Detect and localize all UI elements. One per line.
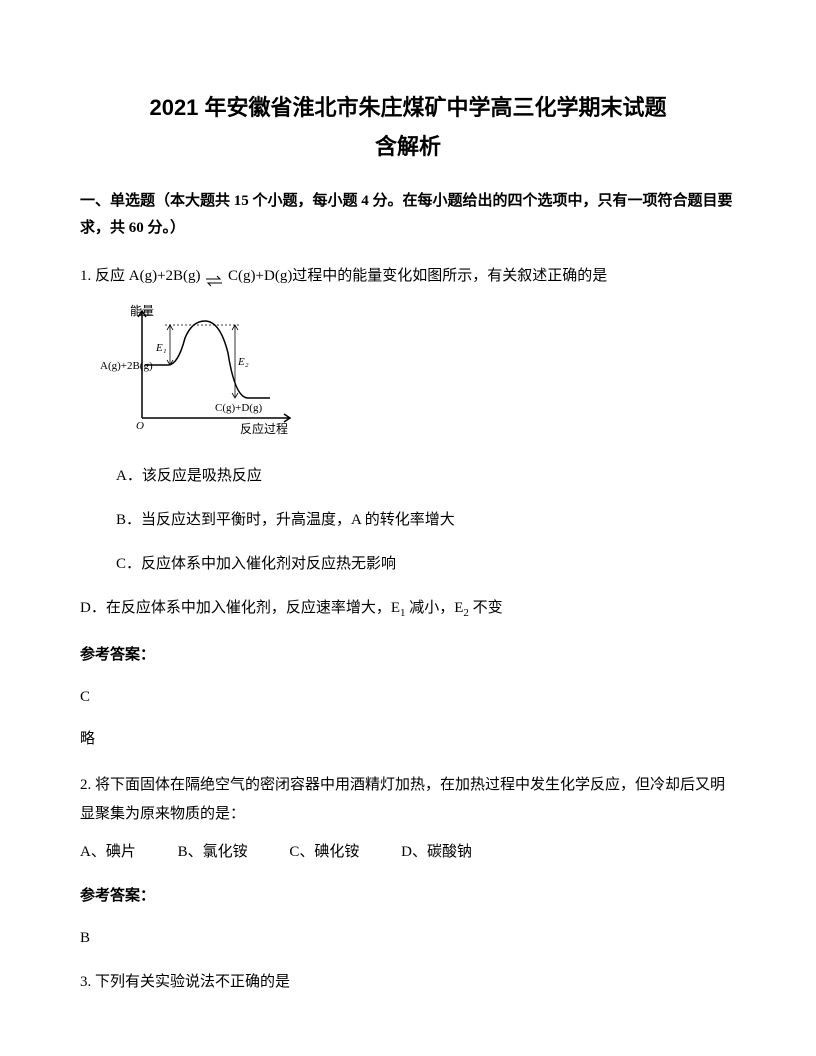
q1-d-mid: 减小，E (406, 600, 464, 616)
reactant-label: A(g)+2B(g) (100, 360, 153, 372)
q1-answer: C (80, 685, 736, 709)
section-header: 一、单选题（本大题共 15 个小题，每小题 4 分。在每小题给出的四个选项中，只… (80, 188, 736, 242)
q1-stem: 1. 反应 A(g)+2B(g) C(g)+D(g)过程中的能量变化如图所示，有… (80, 262, 736, 291)
q1-option-d: D．在反应体系中加入催化剂，反应速率增大，E1 减小，E2 不变 (80, 596, 736, 623)
product-label: C(g)+D(g) (215, 402, 262, 414)
q1-d-prefix: D．在反应体系中加入催化剂，反应速率增大，E (80, 600, 400, 616)
e1-label: E₁ (155, 342, 167, 354)
exam-title: 2021 年安徽省淮北市朱庄煤矿中学高三化学期末试题 (80, 90, 736, 125)
energy-diagram: 能量 O 反应过程 A(g)+2B(g) C(g)+D(g) E₁ E₂ (100, 303, 736, 447)
q1-option-c: C．反应体系中加入催化剂对反应热无影响 (80, 552, 736, 576)
q1-answer-label: 参考答案： (80, 643, 736, 667)
origin-label: O (136, 420, 144, 432)
exam-subtitle: 含解析 (80, 129, 736, 164)
x-axis-label: 反应过程 (240, 421, 288, 436)
q2-option-c: C、碘化铵 (289, 844, 359, 860)
q2-options: A、碘片 B、氯化铵 C、碘化铵 D、碳酸钠 (80, 840, 736, 864)
q2-answer: B (80, 926, 736, 950)
q2-stem: 2. 将下面固体在隔绝空气的密闭容器中用酒精灯加热，在加热过程中发生化学反应，但… (80, 771, 736, 828)
q1-option-a: A．该反应是吸热反应 (80, 464, 736, 488)
q3-stem: 3. 下列有关实验说法不正确的是 (80, 968, 736, 997)
q1-d-suffix: 不变 (469, 600, 503, 616)
e2-label: E₂ (237, 356, 249, 368)
q1-stem-suffix: C(g)+D(g)过程中的能量变化如图所示，有关叙述正确的是 (228, 268, 607, 284)
q1-stem-prefix: 1. 反应 A(g)+2B(g) (80, 268, 201, 284)
equilibrium-icon (204, 270, 224, 284)
q2-option-d: D、碳酸钠 (401, 844, 472, 860)
q2-option-a: A、碘片 (80, 844, 136, 860)
q2-answer-label: 参考答案： (80, 884, 736, 908)
q1-brief: 略 (80, 727, 736, 751)
q1-option-b: B．当反应达到平衡时，升高温度，A 的转化率增大 (80, 508, 736, 532)
q2-option-b: B、氯化铵 (178, 844, 248, 860)
